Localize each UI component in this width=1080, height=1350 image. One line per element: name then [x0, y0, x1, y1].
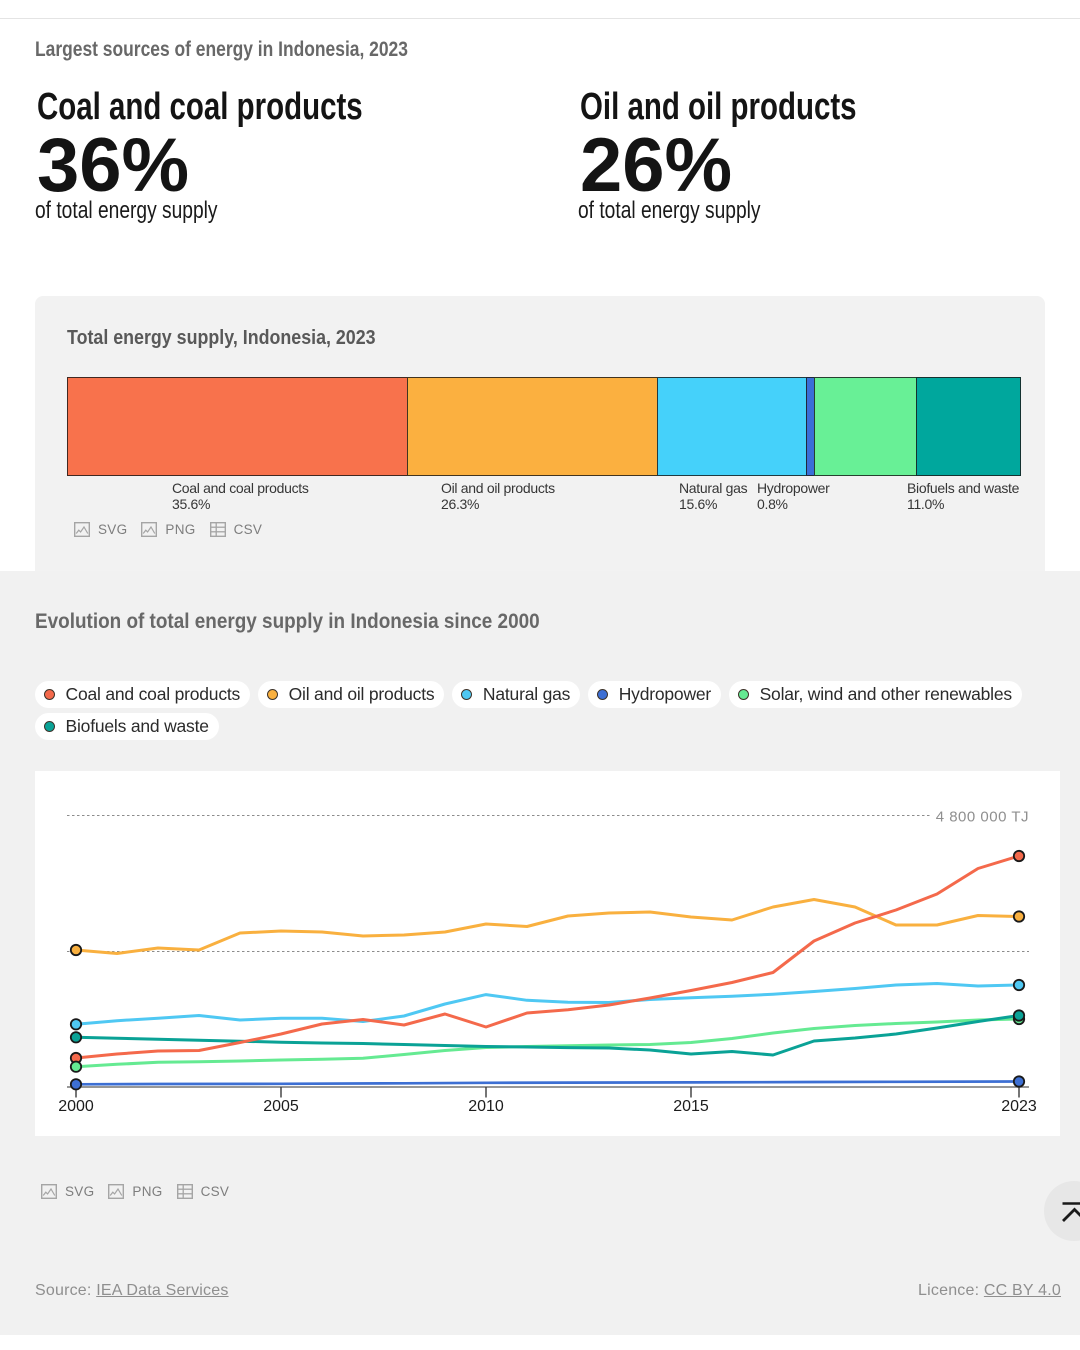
- svg-text:4 800 000 TJ: 4 800 000 TJ: [936, 809, 1029, 826]
